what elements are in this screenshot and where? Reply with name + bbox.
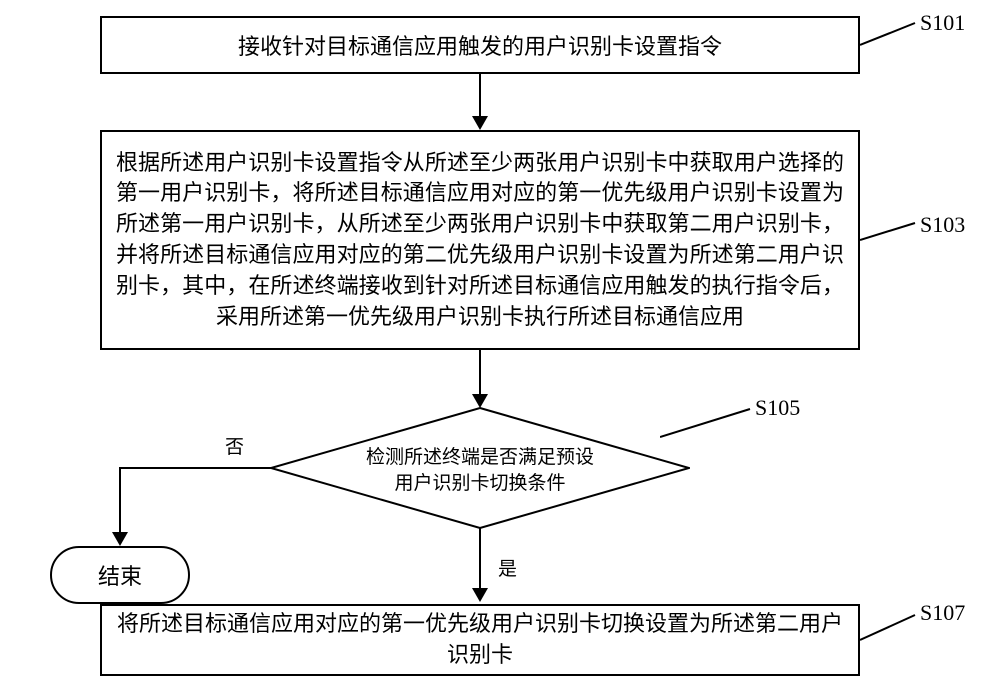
line-no-v bbox=[119, 467, 121, 534]
line-no-h bbox=[119, 467, 271, 469]
decision-s105-text: 检测所述终端是否满足预设 用户识别卡切换条件 bbox=[270, 445, 690, 496]
end-text: 结束 bbox=[98, 559, 142, 591]
label-line-s101 bbox=[860, 18, 920, 50]
process-s101: 接收针对目标通信应用触发的用户识别卡设置指令 bbox=[100, 16, 860, 74]
branch-yes-label: 是 bbox=[498, 554, 517, 581]
decision-line1: 检测所述终端是否满足预设 bbox=[270, 445, 690, 471]
decision-line2: 用户识别卡切换条件 bbox=[270, 471, 690, 497]
process-s101-text: 接收针对目标通信应用触发的用户识别卡设置指令 bbox=[238, 29, 722, 61]
label-line-s105 bbox=[660, 404, 755, 442]
label-s101: S101 bbox=[920, 10, 965, 36]
line-yes-v bbox=[479, 528, 481, 590]
label-s103: S103 bbox=[920, 212, 965, 238]
branch-no-label: 否 bbox=[225, 432, 244, 459]
process-s103-text: 根据所述用户识别卡设置指令从所述至少两张用户识别卡中获取用户选择的第一用户识别卡… bbox=[116, 148, 844, 333]
process-s107-text: 将所述目标通信应用对应的第一优先级用户识别卡切换设置为所述第二用户识别卡 bbox=[116, 609, 844, 671]
terminator-end: 结束 bbox=[50, 546, 190, 604]
decision-s105: 检测所述终端是否满足预设 用户识别卡切换条件 bbox=[270, 407, 690, 529]
label-s105: S105 bbox=[755, 395, 800, 421]
process-s107: 将所述目标通信应用对应的第一优先级用户识别卡切换设置为所述第二用户识别卡 bbox=[100, 604, 860, 676]
arrow-s103-s105 bbox=[479, 350, 481, 396]
arrow-s101-s103 bbox=[479, 74, 481, 118]
label-s107: S107 bbox=[920, 600, 965, 626]
arrow-head-2 bbox=[472, 394, 488, 408]
label-line-s107 bbox=[860, 610, 920, 644]
arrow-head-1 bbox=[472, 116, 488, 130]
arrow-head-yes bbox=[472, 588, 488, 602]
label-line-s103 bbox=[860, 220, 920, 245]
process-s103: 根据所述用户识别卡设置指令从所述至少两张用户识别卡中获取用户选择的第一用户识别卡… bbox=[100, 130, 860, 350]
arrow-head-no bbox=[112, 532, 128, 546]
